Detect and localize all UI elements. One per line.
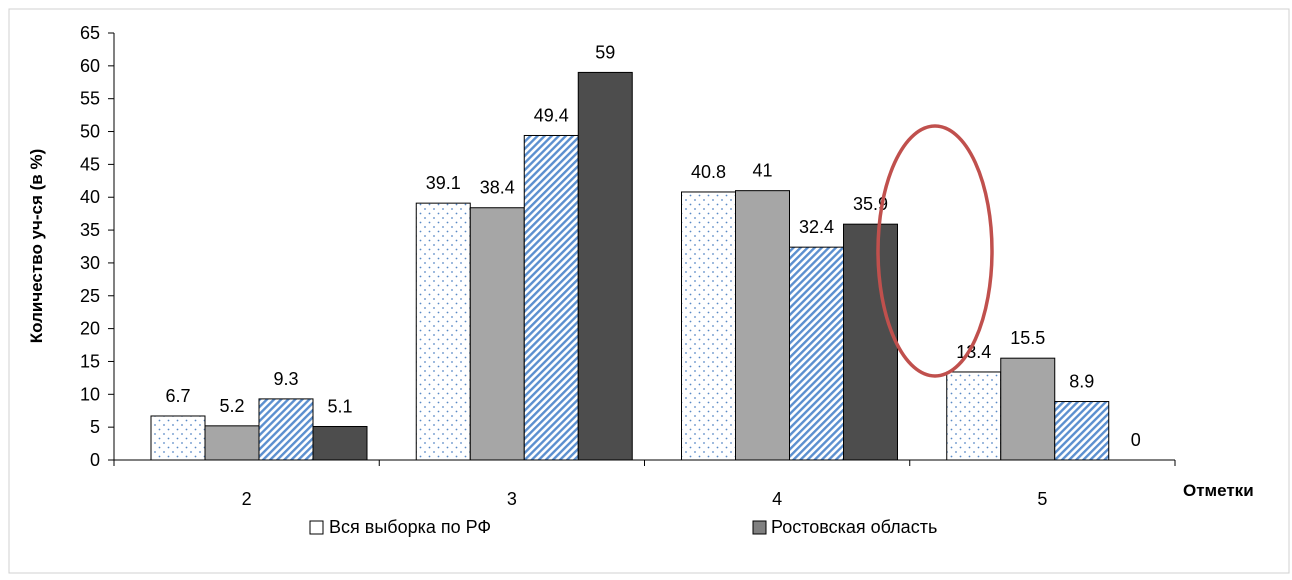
y-tick-label: 0 [90,450,100,470]
bar-data-label: 8.9 [1069,372,1094,392]
bar-data-label: 5.1 [327,396,352,416]
y-axis-ticks: 0 5 10 15 20 25 30 35 40 45 50 55 60 65 [80,23,114,470]
y-tick-label: 55 [80,89,100,109]
bar [150,415,206,461]
chart-border [8,8,1290,574]
x-tick-label: 2 [242,489,252,509]
y-tick-label: 10 [80,384,100,404]
bar-labels-group: 6.7 5.2 9.3 5.1 39.1 38.4 49.4 59 40.8 41 32.4 35.9… [165,42,1140,450]
legend-swatch-rf [309,520,324,535]
x-axis-ticks: 2 3 4 5 [113,460,1176,509]
bar-data-label: 39.1 [426,173,461,193]
bar [789,246,844,461]
legend: Вся выборка по РФ Ростовская область [309,517,937,537]
bar [1054,401,1110,461]
bar-data-label: 32.4 [799,217,834,237]
x-tick-label: 3 [507,489,517,509]
x-axis-title: Отметки [1183,481,1254,500]
bar-data-label: 59 [595,42,615,62]
x-tick-label: 5 [1037,489,1047,509]
y-tick-label: 45 [80,154,100,174]
bar [1000,357,1056,461]
y-tick-label: 60 [80,56,100,76]
bar [204,425,260,461]
bar [415,202,471,461]
bar-data-label: 9.3 [273,369,298,389]
y-tick-label: 40 [80,187,100,207]
legend-label-rostov: Ростовская область [771,517,937,537]
bar [312,425,368,461]
bar-data-label: 6.7 [165,386,190,406]
y-tick-label: 65 [80,23,100,43]
legend-label-rf: Вся выборка по РФ [329,517,491,537]
y-tick-label: 35 [80,220,100,240]
bar [735,190,790,461]
y-tick-label: 20 [80,319,100,339]
bar-data-label: 41 [752,161,772,181]
bar-data-label: 38.4 [480,178,515,198]
y-tick-label: 50 [80,122,100,142]
bar-data-label: 0 [1131,430,1141,450]
bar-data-label: 15.5 [1010,328,1045,348]
y-tick-label: 30 [80,253,100,273]
y-tick-label: 5 [90,417,100,437]
bar [523,134,579,461]
x-tick-label: 4 [772,489,782,509]
bar-data-label: 40.8 [691,162,726,182]
legend-swatch-rostov [752,520,767,535]
highlight-ellipse [876,124,994,378]
bar-data-label: 49.4 [534,105,569,125]
bar-data-label: 35.9 [853,194,888,214]
bar [258,398,314,461]
bar [681,191,736,461]
bar [946,371,1002,461]
bars-group [150,71,1110,461]
bar-data-label: 5.2 [219,396,244,416]
y-tick-label: 15 [80,351,100,371]
y-axis-title: Количество уч-ся (в %) [27,149,46,344]
y-tick-label: 25 [80,286,100,306]
bar [577,71,633,461]
bar [843,223,898,461]
bar [469,207,525,461]
